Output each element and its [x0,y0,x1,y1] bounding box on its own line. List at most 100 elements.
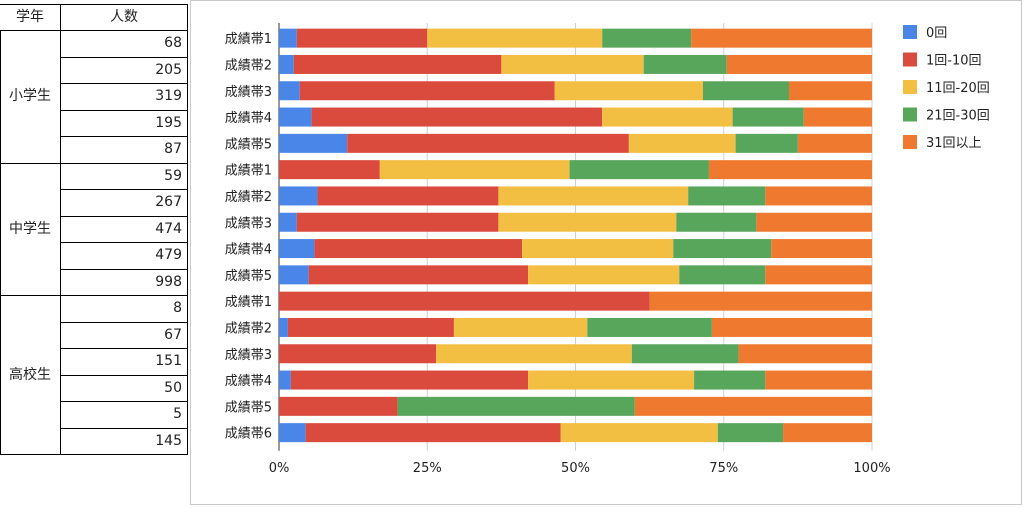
bar-segment [631,344,739,364]
bar-segment [569,160,709,180]
table-row-divider [60,268,188,270]
table-row-divider [60,401,188,402]
student-count-cell: 267 [155,194,182,210]
bar-segment [765,186,872,206]
bar-segment [501,54,644,74]
category-label: 成績帯3 [225,348,272,363]
table-header-divider [0,30,188,31]
bar-segment [279,239,315,259]
category-label: 成績帯5 [225,400,272,415]
table-row-divider [60,56,188,58]
bar-segment [287,317,454,337]
bar-segment [528,370,695,390]
legend-swatch [903,52,917,67]
grade-label: 小学生 [9,88,51,105]
grade-label: 中学生 [9,220,51,237]
student-count-cell: 205 [155,61,182,78]
bar-segment [708,160,872,180]
table-right-border [187,4,188,455]
grade-header: 学年 [16,9,44,25]
table-left-border [0,295,1,454]
legend-label: 0回 [926,26,947,41]
bar-segment [522,239,674,259]
table-row-divider [60,427,188,429]
bar-segment [314,239,523,259]
bar-segment [279,344,437,364]
bar-segment [305,423,561,443]
count-header: 人数 [110,9,138,25]
legend-label: 21回-30回 [926,109,990,124]
bar-segment [279,370,291,390]
bar-segment [379,160,570,180]
bar-segment [299,81,555,101]
bar-segment [498,212,677,232]
bar-segment [279,107,312,127]
bar-segment [317,186,499,206]
chart-canvas: 0% 25% 50% 75% 100% 成績帯1 成績帯2 成績帯3 成績帯4 成績帯5 成績帯1 成… [225,23,990,476]
category-label: 成績帯4 [225,243,272,258]
table-row-divider [0,454,188,455]
student-count-cell: 145 [155,432,182,449]
grade-label: 高校生 [9,366,51,383]
bar-segment [436,344,632,364]
student-count-cell: 998 [155,273,182,290]
bar-segment [554,81,703,101]
student-count-cell: 479 [155,247,182,263]
category-label: 成績帯4 [225,111,272,126]
table-row-divider [60,348,188,349]
student-count-cell: 68 [164,35,182,51]
bar-segment [673,239,772,259]
student-count-cell: 195 [155,114,182,131]
category-label: 成績帯2 [225,58,272,73]
student-count-cell: 59 [164,167,182,184]
bar-segment [279,81,300,101]
x-tick-label: 50% [561,461,590,476]
bar-segment [560,423,718,443]
bar-segment [397,396,635,416]
bar-segment [711,317,872,337]
student-count-cell: 5 [173,406,182,422]
bar-segment [279,396,398,416]
table-column-divider [60,162,61,295]
bar-segment [308,265,529,285]
bar-segment [643,54,727,74]
student-count-cell: 67 [164,326,182,343]
bar-segment [702,81,789,101]
category-label: 成績帯5 [225,137,272,152]
table-row-divider [60,136,188,137]
table-row-divider [60,83,188,84]
student-count-cell: 474 [155,220,182,237]
category-label: 成績帯3 [225,85,272,100]
table-row-divider [60,321,188,323]
bar-segment [279,133,348,153]
legend-swatch [903,80,917,94]
bar-segment [528,265,680,285]
table-row-divider [0,295,188,296]
bar-segment [347,133,629,153]
bar-segment [453,317,588,337]
bar-segment [296,28,428,48]
bar-segment [726,54,872,74]
bar-segment [628,133,736,153]
x-tick-label: 25% [413,461,442,476]
bar-segment [738,344,872,364]
table-row-divider [60,109,188,111]
grade-count-table: 学年 人数 小学生 68 205 319 195 87 中学生 59 267 474 479 998 高校生… [0,4,188,455]
bar-segment [279,423,306,443]
table-row-divider [60,189,188,190]
bar-segment [587,317,712,337]
table-left-border [0,162,1,295]
legend-swatch [903,107,917,122]
table-row-divider [60,374,188,376]
x-tick-label: 75% [709,461,738,476]
bar-segment [279,28,297,48]
stacked-bar-chart: 0% 25% 50% 75% 100% 成績帯1 成績帯2 成績帯3 成績帯4 成績帯5 成績帯1 成… [190,0,1022,505]
legend-label: 31回以上 [926,136,982,151]
category-label: 成績帯1 [225,32,272,47]
bar-segment [676,212,757,232]
category-label: 成績帯6 [225,427,272,442]
bar-segment [279,160,380,180]
table-column-divider [60,30,61,163]
bar-segment [735,133,798,153]
legend-label: 11回-20回 [926,81,990,96]
